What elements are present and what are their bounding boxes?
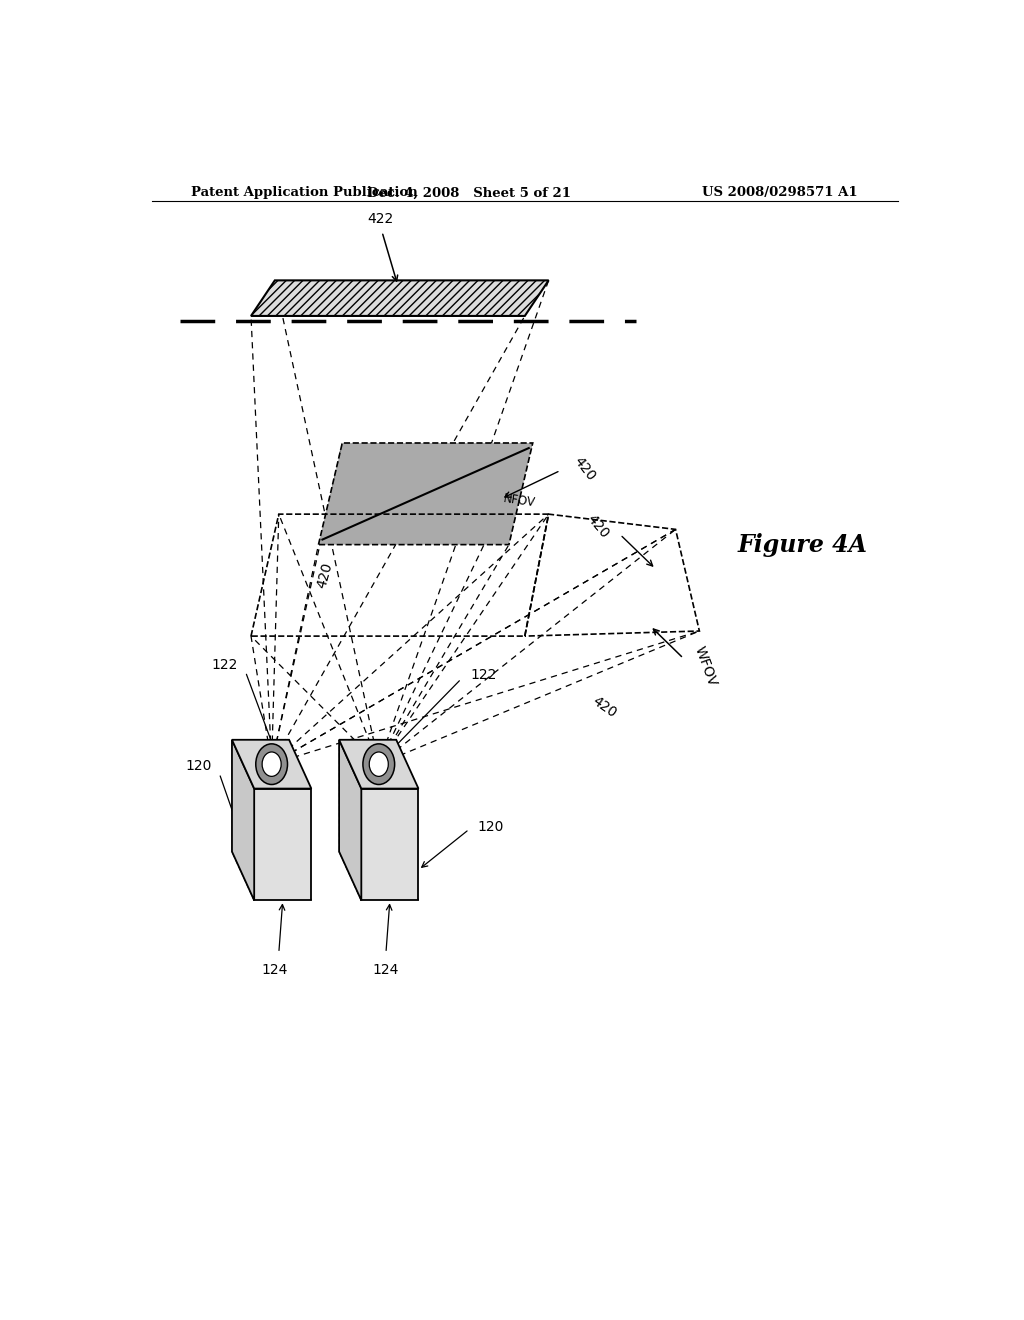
Text: 124: 124 xyxy=(373,964,399,977)
Text: WFOV: WFOV xyxy=(691,644,719,689)
Polygon shape xyxy=(339,739,361,900)
Polygon shape xyxy=(232,739,254,900)
Text: 122: 122 xyxy=(211,657,238,672)
Polygon shape xyxy=(232,739,311,788)
Text: Patent Application Publication: Patent Application Publication xyxy=(191,186,418,199)
Polygon shape xyxy=(361,788,419,900)
Text: NFOV: NFOV xyxy=(503,492,537,510)
Text: 420: 420 xyxy=(314,561,335,590)
Text: 420: 420 xyxy=(570,454,598,483)
Text: 120: 120 xyxy=(185,759,211,774)
Polygon shape xyxy=(254,788,311,900)
Text: Dec. 4, 2008   Sheet 5 of 21: Dec. 4, 2008 Sheet 5 of 21 xyxy=(368,186,571,199)
Text: US 2008/0298571 A1: US 2008/0298571 A1 xyxy=(702,186,858,199)
Circle shape xyxy=(370,752,388,776)
Text: 124: 124 xyxy=(261,964,288,977)
Circle shape xyxy=(362,744,394,784)
Circle shape xyxy=(256,744,288,784)
Polygon shape xyxy=(318,444,532,545)
Text: Figure 4A: Figure 4A xyxy=(737,533,867,557)
Text: 420: 420 xyxy=(585,512,612,541)
Text: 422: 422 xyxy=(368,213,393,227)
Text: 122: 122 xyxy=(471,668,498,681)
Text: 420: 420 xyxy=(590,694,618,721)
Circle shape xyxy=(262,752,282,776)
Polygon shape xyxy=(251,280,549,315)
Text: 120: 120 xyxy=(477,820,504,834)
Polygon shape xyxy=(339,739,419,788)
